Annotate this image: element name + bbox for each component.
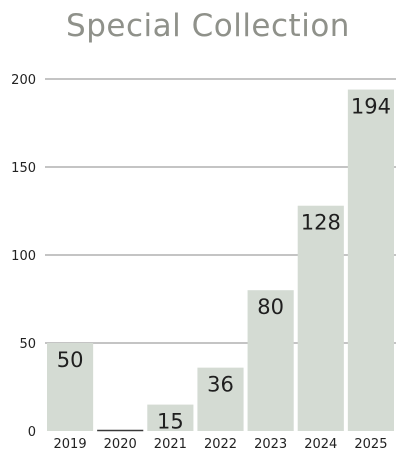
data-label: 80 <box>257 295 284 319</box>
y-tick-label: 100 <box>11 249 36 264</box>
x-tick-label: 2021 <box>154 437 187 452</box>
y-tick-label: 200 <box>11 73 36 88</box>
data-label: 128 <box>301 211 341 235</box>
x-tick-label: 2019 <box>54 437 87 452</box>
y-tick-label: 50 <box>19 337 36 352</box>
x-tick-label: 2023 <box>254 437 287 452</box>
bar-2021 <box>147 404 194 431</box>
data-label: 50 <box>57 348 84 372</box>
bar-2022 <box>197 367 244 431</box>
data-label: 36 <box>207 373 234 397</box>
y-tick-label: 0 <box>28 425 36 440</box>
bar-2023 <box>247 290 294 431</box>
bars <box>47 89 394 432</box>
y-axis-ticks: 0 50 100 150 200 <box>11 73 36 440</box>
data-label: 194 <box>351 95 391 119</box>
bar-2019 <box>47 343 94 431</box>
x-tick-label: 2025 <box>354 437 387 452</box>
bar-2025 <box>347 89 394 431</box>
x-tick-label: 2022 <box>204 437 237 452</box>
chart-title: Special Collection <box>66 8 350 44</box>
y-tick-label: 150 <box>11 161 36 176</box>
x-axis-ticks: 2019 2020 2021 2022 2023 2024 2025 <box>54 437 388 452</box>
bar-2024 <box>297 205 344 431</box>
x-tick-label: 2024 <box>304 437 337 452</box>
data-labels: 50 15 36 80 128 194 <box>57 95 391 434</box>
x-tick-label: 2020 <box>104 437 137 452</box>
data-label: 15 <box>157 410 184 434</box>
